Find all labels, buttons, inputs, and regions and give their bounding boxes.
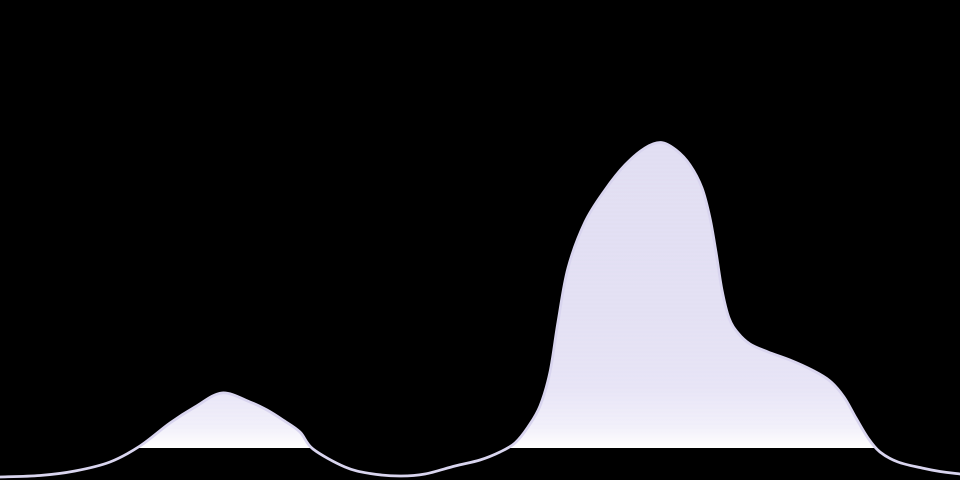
area-fill-texture bbox=[0, 142, 960, 448]
curve-line bbox=[0, 141, 960, 479]
